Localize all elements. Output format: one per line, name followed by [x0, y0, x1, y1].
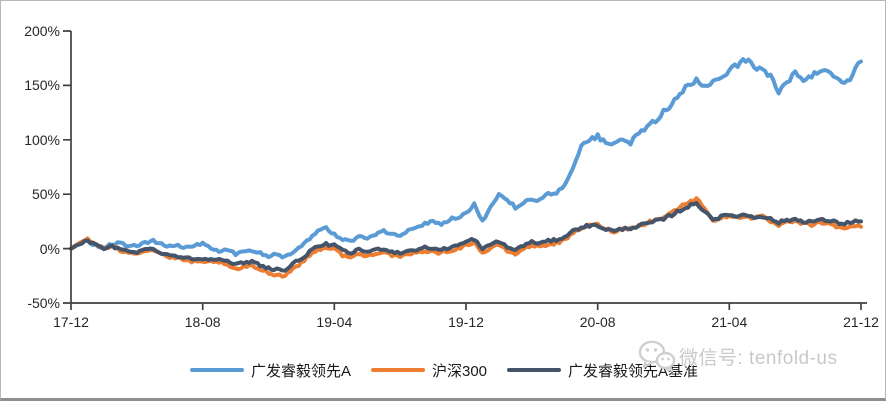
y-tick-label: 100% [24, 131, 60, 148]
y-tick-label: 150% [24, 77, 60, 94]
legend-swatch-0 [189, 368, 244, 372]
x-tick-label: 21-12 [843, 314, 879, 330]
line-series-1 [69, 196, 863, 279]
y-tick-label: 0% [39, 240, 60, 257]
legend-item-0: 广发睿毅领先A [189, 360, 351, 381]
legend-swatch-2 [507, 368, 562, 372]
legend-label-0: 广发睿毅领先A [250, 362, 351, 380]
y-tick-label: 50% [31, 186, 60, 203]
chart-legend: 广发睿毅领先A 沪深300 广发睿毅领先A基准 [1, 358, 885, 382]
x-tick-label: 21-04 [711, 314, 748, 330]
legend-item-1: 沪深300 [370, 360, 488, 381]
legend-item-2: 广发睿毅领先A基准 [507, 360, 698, 381]
x-tick-label: 17-12 [53, 314, 89, 330]
axis-lines [63, 30, 867, 310]
line-series-0 [69, 57, 863, 260]
x-tick-label: 20-08 [579, 314, 616, 330]
legend-label-1: 沪深300 [431, 362, 488, 380]
x-tick-label: 19-12 [448, 314, 484, 330]
y-tick-label: 200% [24, 23, 60, 39]
legend-label-2: 广发睿毅领先A基准 [568, 362, 699, 380]
x-tick-label: 18-08 [184, 314, 221, 330]
y-tick-label: -50% [27, 295, 60, 311]
x-tick-label: 19-04 [316, 314, 353, 330]
line-series-2 [69, 201, 863, 273]
legend-swatch-1 [370, 368, 425, 372]
